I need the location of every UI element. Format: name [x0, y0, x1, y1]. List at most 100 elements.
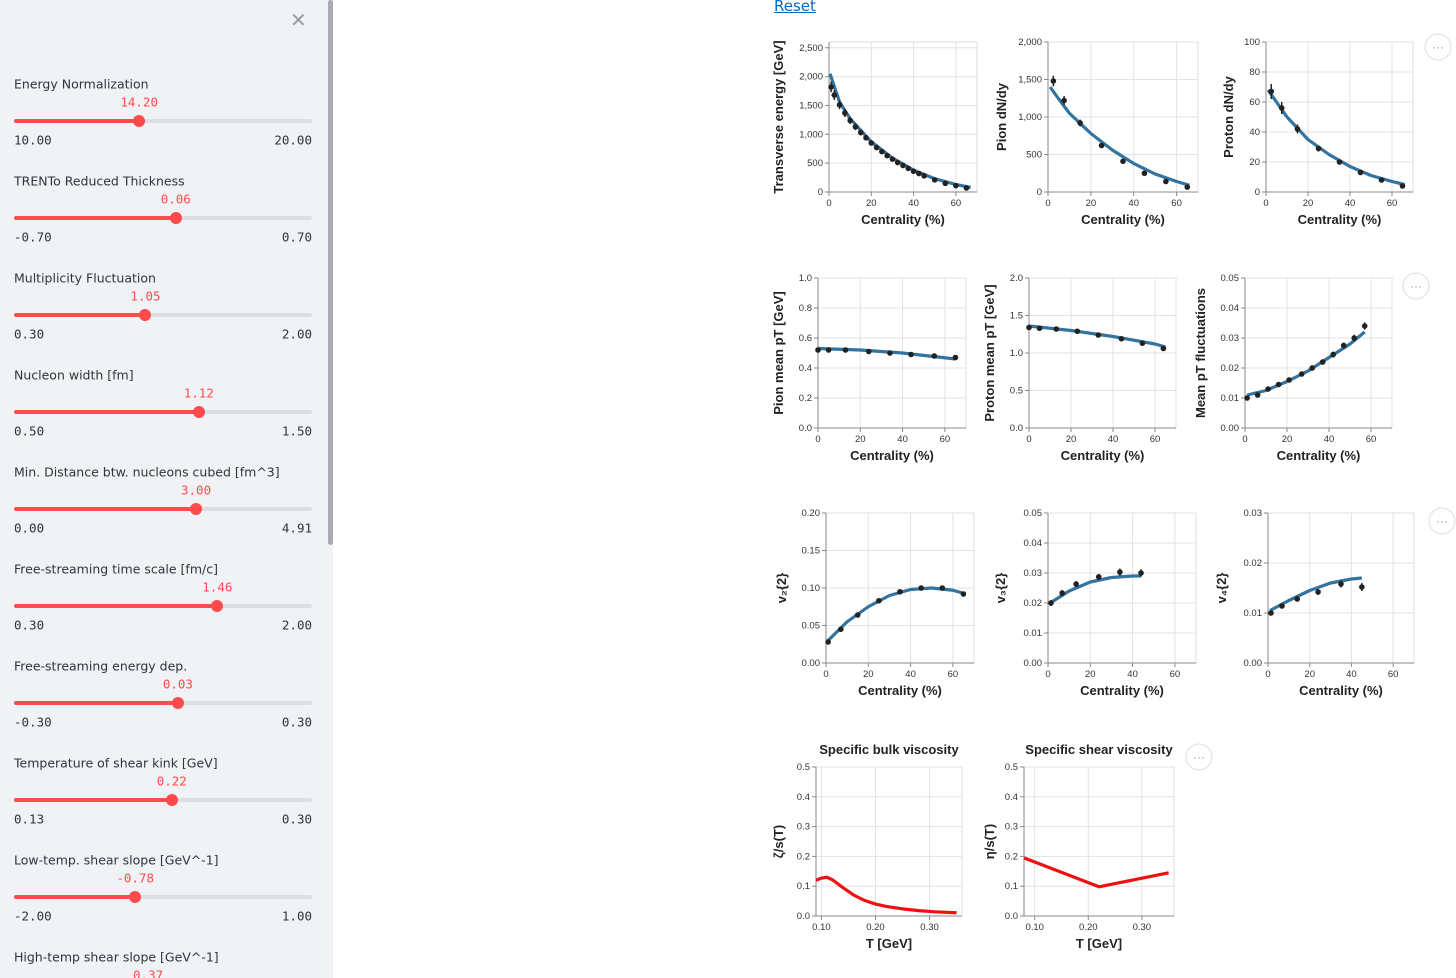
chart: 0.0 0.1 0.2 0.3 0.4 0.5 0.10 0.20 0.30 T [GeV] η/s…	[982, 742, 1175, 951]
slider-thumb[interactable]	[171, 697, 184, 709]
data-point	[1315, 145, 1322, 152]
slider-track[interactable]	[14, 406, 312, 418]
slider-label: Temperature of shear kink [GeV]	[14, 755, 218, 771]
y-tick-label: 2,000	[799, 72, 823, 83]
y-tick-label: 0.2	[797, 851, 810, 862]
y-axis-title: Mean pT fluctuations	[1193, 288, 1208, 418]
chart-menu[interactable]: ···	[1402, 272, 1430, 300]
data-point	[1118, 335, 1125, 342]
x-tick-label: 0	[826, 198, 831, 209]
svg-text:···: ···	[1193, 750, 1205, 764]
y-axis-title: Pion mean pT [GeV]	[771, 291, 786, 415]
slider-thumb[interactable]	[211, 600, 224, 612]
series-group	[1026, 324, 1167, 352]
slider-thumb[interactable]	[169, 212, 182, 224]
y-tick-label: 0.00	[1221, 423, 1240, 434]
slider-thumb[interactable]	[133, 115, 146, 127]
x-tick-label: 0	[1045, 669, 1050, 680]
data-point	[1026, 324, 1032, 331]
y-axis-title: Transverse energy [GeV]	[771, 40, 786, 193]
slider-thumb[interactable]	[192, 406, 205, 418]
slider-track[interactable]	[14, 503, 312, 515]
y-tick-label: 0.03	[1244, 508, 1263, 519]
slider-fill	[14, 895, 136, 899]
data-point	[952, 354, 959, 361]
model-line	[817, 346, 956, 361]
x-tick-label: 20	[1303, 198, 1314, 209]
svg-text:···: ···	[1410, 279, 1422, 293]
x-tick-label: 0	[1265, 669, 1270, 680]
y-tick-label: 0.4	[797, 792, 810, 803]
y-tick-label: 0.5	[1010, 386, 1023, 397]
reset-link[interactable]: Reset	[774, 0, 816, 15]
slider-track[interactable]	[14, 697, 312, 709]
chart: 0.0 0.5 1.0 1.5 2.0 0 20 40 60 Centrality (%) Prot…	[982, 273, 1177, 463]
y-axis-title: v₄{2}	[1214, 573, 1229, 604]
x-tick-label: 0.30	[1133, 922, 1152, 933]
data-point	[828, 84, 834, 90]
y-tick-label: 0.00	[1244, 658, 1263, 669]
chart: 0 500 1,000 1,500 2,000 2,500 0 20 40 60 Centralit…	[771, 40, 978, 227]
y-tick-label: 0.02	[1221, 363, 1240, 374]
x-tick-label: 40	[908, 198, 919, 209]
slider-track[interactable]	[14, 212, 312, 224]
slider-min: 0.13	[14, 811, 45, 827]
slider-thumb[interactable]	[129, 891, 142, 903]
chart-menu[interactable]: ···	[1424, 33, 1452, 61]
x-tick-label: 0.10	[812, 922, 831, 933]
slider-thumb[interactable]	[190, 503, 203, 515]
data-point	[1294, 126, 1301, 132]
slider-max: 0.30	[281, 714, 312, 730]
data-point	[1357, 169, 1364, 176]
chart-title: Specific shear viscosity	[1025, 742, 1173, 757]
y-tick-label: 0.0	[1005, 911, 1018, 922]
data-point	[825, 639, 831, 645]
close-button[interactable]: ✕	[290, 8, 307, 32]
data-point	[863, 134, 869, 141]
data-point	[1268, 88, 1275, 95]
series-group	[1048, 568, 1144, 606]
x-tick-label: 40	[1128, 198, 1139, 209]
data-point	[1268, 610, 1274, 616]
chart: 0.00 0.01 0.02 0.03 0.04 0.05 0 20 40 60 Centralit…	[993, 508, 1197, 698]
y-axis-title: v₃{2}	[993, 573, 1008, 604]
y-tick-label: 0.01	[1244, 608, 1263, 619]
x-tick-label: 40	[1345, 198, 1356, 209]
slider-track[interactable]	[14, 794, 312, 806]
chart-menu[interactable]: ···	[1428, 507, 1456, 535]
data-point	[876, 597, 882, 604]
data-point	[897, 588, 903, 595]
slider-thumb[interactable]	[165, 794, 178, 806]
x-tick-label: 20	[1066, 434, 1077, 445]
y-tick-label: 0.3	[1005, 822, 1018, 833]
x-tick-label: 60	[1388, 669, 1399, 680]
y-tick-label: 0.01	[1221, 393, 1240, 404]
x-tick-label: 0	[815, 434, 820, 445]
x-axis-title: Centrality (%)	[858, 683, 942, 698]
x-axis-title: Centrality (%)	[1277, 448, 1361, 463]
slider-track[interactable]	[14, 600, 312, 612]
data-point	[910, 168, 917, 175]
slider-track[interactable]	[14, 115, 312, 127]
model-line	[815, 875, 957, 915]
y-tick-label: 0.04	[1024, 538, 1043, 549]
data-point	[1141, 170, 1148, 177]
data-point	[1160, 345, 1167, 352]
slider-max: 1.50	[281, 423, 312, 439]
y-tick-label: 0.6	[799, 333, 812, 344]
slider-min: -0.30	[14, 714, 52, 730]
slider-max: 0.30	[281, 811, 312, 827]
slider-min: 0.00	[14, 520, 45, 536]
scrollbar[interactable]	[328, 0, 333, 545]
slider-track[interactable]	[14, 309, 312, 321]
data-point	[916, 170, 922, 177]
slider-value: -0.78	[116, 870, 154, 886]
slider-track[interactable]	[14, 891, 312, 903]
data-point	[1048, 600, 1054, 606]
data-point	[1059, 590, 1065, 596]
y-tick-label: 500	[1026, 150, 1042, 161]
y-tick-label: 0.1	[1005, 881, 1018, 892]
slider-thumb[interactable]	[139, 309, 152, 321]
model-line	[1269, 576, 1363, 612]
chart-menu[interactable]: ···	[1185, 743, 1213, 771]
